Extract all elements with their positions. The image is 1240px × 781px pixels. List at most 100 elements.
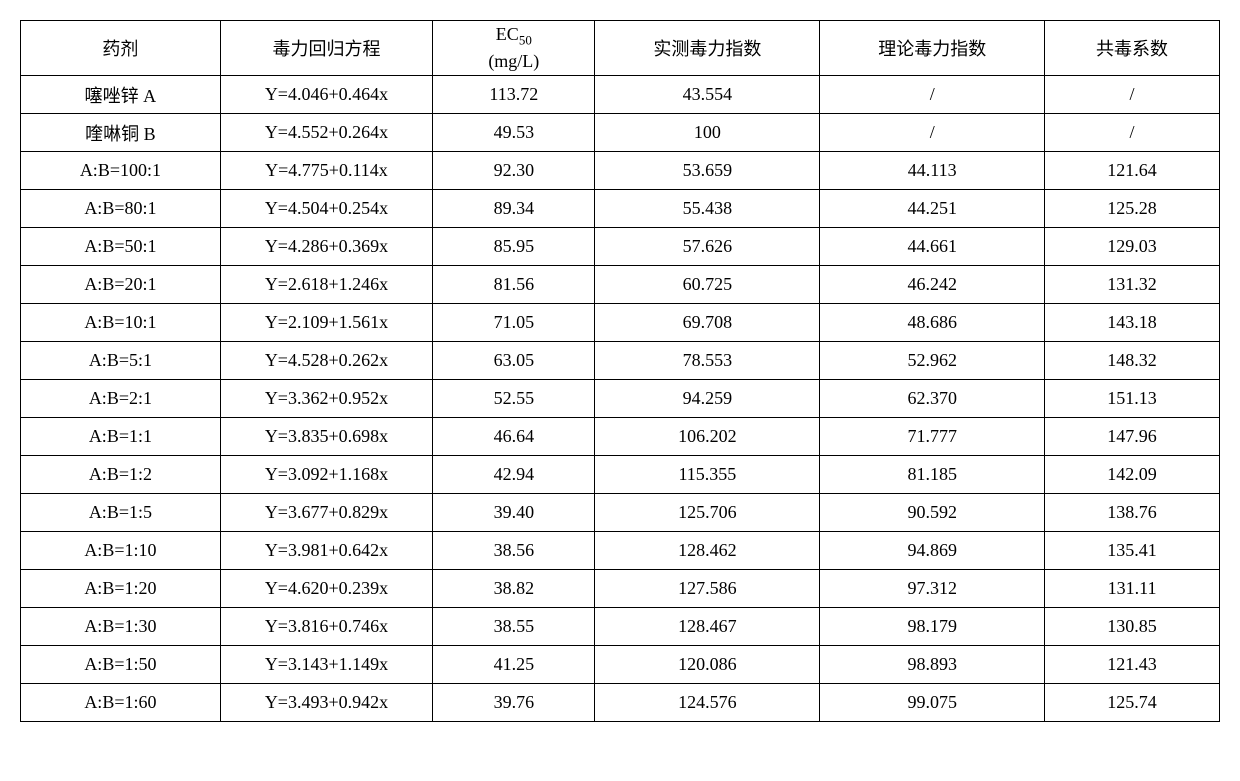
table-cell: 142.09 bbox=[1045, 456, 1220, 494]
table-cell: 71.777 bbox=[820, 418, 1045, 456]
table-cell: 44.113 bbox=[820, 152, 1045, 190]
table-header: 药剂 毒力回归方程 EC50 (mg/L) 实测毒力指数 理论毒力指数 共毒系数 bbox=[21, 21, 1220, 76]
table-cell: / bbox=[820, 114, 1045, 152]
table-cell: Y=2.109+1.561x bbox=[220, 304, 432, 342]
table-cell: A:B=50:1 bbox=[21, 228, 221, 266]
header-theoretical-index: 理论毒力指数 bbox=[820, 21, 1045, 76]
table-row: A:B=1:30Y=3.816+0.746x38.55128.46798.179… bbox=[21, 608, 1220, 646]
table-cell: Y=4.286+0.369x bbox=[220, 228, 432, 266]
table-cell: 130.85 bbox=[1045, 608, 1220, 646]
table-row: A:B=100:1Y=4.775+0.114x92.3053.65944.113… bbox=[21, 152, 1220, 190]
table-cell: 124.576 bbox=[595, 684, 820, 722]
table-cell: 98.179 bbox=[820, 608, 1045, 646]
table-cell: 147.96 bbox=[1045, 418, 1220, 456]
table-cell: 98.893 bbox=[820, 646, 1045, 684]
header-ec50: EC50 (mg/L) bbox=[433, 21, 595, 76]
table-row: A:B=10:1Y=2.109+1.561x71.0569.70848.6861… bbox=[21, 304, 1220, 342]
table-cell: 42.94 bbox=[433, 456, 595, 494]
table-cell: 38.56 bbox=[433, 532, 595, 570]
table-cell: Y=2.618+1.246x bbox=[220, 266, 432, 304]
table-row: A:B=1:10Y=3.981+0.642x38.56128.46294.869… bbox=[21, 532, 1220, 570]
table-cell: 143.18 bbox=[1045, 304, 1220, 342]
table-cell: Y=3.143+1.149x bbox=[220, 646, 432, 684]
table-cell: 81.56 bbox=[433, 266, 595, 304]
table-cell: A:B=1:1 bbox=[21, 418, 221, 456]
table-cell: 63.05 bbox=[433, 342, 595, 380]
ec50-unit: (mg/L) bbox=[488, 51, 539, 71]
table-cell: 69.708 bbox=[595, 304, 820, 342]
table-cell: 60.725 bbox=[595, 266, 820, 304]
table-row: 喹啉铜 BY=4.552+0.264x49.53100// bbox=[21, 114, 1220, 152]
table-cell: 44.661 bbox=[820, 228, 1045, 266]
table-cell: 100 bbox=[595, 114, 820, 152]
table-cell: A:B=1:20 bbox=[21, 570, 221, 608]
table-cell: 151.13 bbox=[1045, 380, 1220, 418]
header-equation: 毒力回归方程 bbox=[220, 21, 432, 76]
table-cell: 噻唑锌 A bbox=[21, 76, 221, 114]
table-cell: 115.355 bbox=[595, 456, 820, 494]
table-cell: 89.34 bbox=[433, 190, 595, 228]
table-cell: A:B=20:1 bbox=[21, 266, 221, 304]
table-cell: 106.202 bbox=[595, 418, 820, 456]
table-cell: Y=3.835+0.698x bbox=[220, 418, 432, 456]
table-cell: 148.32 bbox=[1045, 342, 1220, 380]
table-cell: 128.467 bbox=[595, 608, 820, 646]
table-cell: A:B=1:60 bbox=[21, 684, 221, 722]
table-cell: 38.55 bbox=[433, 608, 595, 646]
table-cell: Y=3.092+1.168x bbox=[220, 456, 432, 494]
table-cell: A:B=5:1 bbox=[21, 342, 221, 380]
table-cell: Y=3.816+0.746x bbox=[220, 608, 432, 646]
table-cell: 128.462 bbox=[595, 532, 820, 570]
table-cell: 喹啉铜 B bbox=[21, 114, 221, 152]
table-cell: Y=3.981+0.642x bbox=[220, 532, 432, 570]
table-cell: 131.32 bbox=[1045, 266, 1220, 304]
table-cell: 52.962 bbox=[820, 342, 1045, 380]
table-cell: 57.626 bbox=[595, 228, 820, 266]
table-cell: 121.64 bbox=[1045, 152, 1220, 190]
table-cell: 94.869 bbox=[820, 532, 1045, 570]
table-body: 噻唑锌 AY=4.046+0.464x113.7243.554//喹啉铜 BY=… bbox=[21, 76, 1220, 722]
table-cell: 92.30 bbox=[433, 152, 595, 190]
table-cell: / bbox=[820, 76, 1045, 114]
table-row: A:B=1:2Y=3.092+1.168x42.94115.35581.1851… bbox=[21, 456, 1220, 494]
table-cell: 113.72 bbox=[433, 76, 595, 114]
table-cell: 94.259 bbox=[595, 380, 820, 418]
header-cotox-coef: 共毒系数 bbox=[1045, 21, 1220, 76]
table-cell: 135.41 bbox=[1045, 532, 1220, 570]
table-cell: 99.075 bbox=[820, 684, 1045, 722]
table-cell: 125.706 bbox=[595, 494, 820, 532]
header-row: 药剂 毒力回归方程 EC50 (mg/L) 实测毒力指数 理论毒力指数 共毒系数 bbox=[21, 21, 1220, 76]
table-cell: Y=4.528+0.262x bbox=[220, 342, 432, 380]
table-row: A:B=50:1Y=4.286+0.369x85.9557.62644.6611… bbox=[21, 228, 1220, 266]
table-cell: Y=4.046+0.464x bbox=[220, 76, 432, 114]
table-cell: 44.251 bbox=[820, 190, 1045, 228]
table-cell: 62.370 bbox=[820, 380, 1045, 418]
table-row: A:B=1:5Y=3.677+0.829x39.40125.70690.5921… bbox=[21, 494, 1220, 532]
table-row: A:B=1:20Y=4.620+0.239x38.82127.58697.312… bbox=[21, 570, 1220, 608]
table-cell: A:B=1:10 bbox=[21, 532, 221, 570]
table-cell: A:B=1:50 bbox=[21, 646, 221, 684]
table-cell: / bbox=[1045, 76, 1220, 114]
table-row: A:B=2:1Y=3.362+0.952x52.5594.25962.37015… bbox=[21, 380, 1220, 418]
table-cell: A:B=80:1 bbox=[21, 190, 221, 228]
table-cell: 85.95 bbox=[433, 228, 595, 266]
table-cell: / bbox=[1045, 114, 1220, 152]
table-cell: A:B=2:1 bbox=[21, 380, 221, 418]
table-cell: 49.53 bbox=[433, 114, 595, 152]
table-cell: 90.592 bbox=[820, 494, 1045, 532]
table-cell: 125.74 bbox=[1045, 684, 1220, 722]
table-cell: Y=4.775+0.114x bbox=[220, 152, 432, 190]
table-cell: 48.686 bbox=[820, 304, 1045, 342]
table-cell: 131.11 bbox=[1045, 570, 1220, 608]
table-cell: 38.82 bbox=[433, 570, 595, 608]
table-cell: 127.586 bbox=[595, 570, 820, 608]
table-cell: 78.553 bbox=[595, 342, 820, 380]
table-cell: 39.76 bbox=[433, 684, 595, 722]
table-cell: 138.76 bbox=[1045, 494, 1220, 532]
table-cell: 41.25 bbox=[433, 646, 595, 684]
table-cell: 121.43 bbox=[1045, 646, 1220, 684]
table-cell: 46.242 bbox=[820, 266, 1045, 304]
table-row: A:B=80:1Y=4.504+0.254x89.3455.43844.2511… bbox=[21, 190, 1220, 228]
header-agent: 药剂 bbox=[21, 21, 221, 76]
table-cell: 55.438 bbox=[595, 190, 820, 228]
